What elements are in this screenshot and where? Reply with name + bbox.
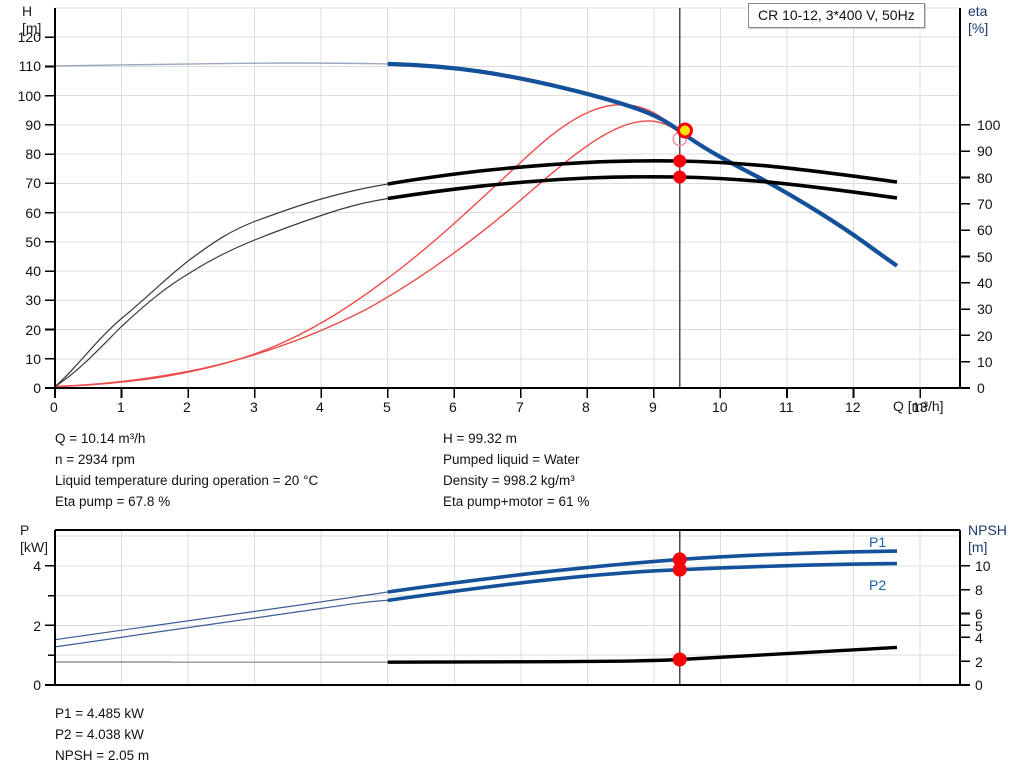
tick-h-100: 100 bbox=[17, 88, 41, 104]
tick-eta-30: 30 bbox=[977, 301, 993, 317]
info-eta-pump: Eta pump = 67.8 % bbox=[55, 494, 171, 509]
tick-h-50: 50 bbox=[25, 234, 41, 250]
npsh-duty-marker bbox=[672, 652, 687, 667]
tick-q-2: 2 bbox=[183, 399, 191, 415]
pump-model-box: CR 10-12, 3*400 V, 50Hz bbox=[748, 3, 925, 28]
bottom-right-axis-title: NPSH [m] bbox=[968, 522, 1007, 555]
tick-eta-100: 100 bbox=[977, 117, 1001, 133]
tick-q-6: 6 bbox=[449, 399, 457, 415]
p2-duty-marker bbox=[672, 562, 687, 577]
tick-q-7: 7 bbox=[516, 399, 524, 415]
tick-npsh-4: 4 bbox=[975, 630, 983, 646]
duty-point-marker bbox=[677, 122, 693, 139]
tick-npsh-8: 8 bbox=[975, 582, 983, 598]
tick-q-8: 8 bbox=[582, 399, 590, 415]
info-density: Density = 998.2 kg/m³ bbox=[443, 473, 575, 488]
tick-q-13: 13 bbox=[912, 399, 928, 415]
tick-h-40: 40 bbox=[25, 263, 41, 279]
tick-eta-0: 0 bbox=[977, 380, 985, 396]
tick-p-0: 0 bbox=[33, 677, 41, 693]
tick-q-5: 5 bbox=[383, 399, 391, 415]
info-h: H = 99.32 m bbox=[443, 431, 517, 446]
info-p1: P1 = 4.485 kW bbox=[55, 706, 144, 721]
tick-h-20: 20 bbox=[25, 322, 41, 338]
tick-q-12: 12 bbox=[845, 399, 861, 415]
tick-q-11: 11 bbox=[779, 399, 794, 415]
top-plot-background bbox=[55, 8, 960, 388]
top-x-axis-title: Q [m³/h] bbox=[893, 398, 944, 414]
info-p2: P2 = 4.038 kW bbox=[55, 727, 144, 742]
tick-h-0: 0 bbox=[33, 380, 41, 396]
tick-eta-60: 60 bbox=[977, 222, 993, 238]
top-left-ticks bbox=[45, 36, 55, 389]
tick-eta-10: 10 bbox=[977, 354, 993, 370]
bottom-plot-background bbox=[55, 530, 960, 685]
red-reference-curve bbox=[54, 103, 681, 388]
tick-h-80: 80 bbox=[25, 146, 41, 162]
info-liquid-temp: Liquid temperature during operation = 20… bbox=[55, 473, 319, 488]
eta-pump-motor-duty-marker bbox=[673, 170, 687, 184]
tick-eta-40: 40 bbox=[977, 275, 993, 291]
tick-h-60: 60 bbox=[25, 205, 41, 221]
tick-npsh-10: 10 bbox=[975, 558, 991, 574]
eta-pump-motor-curve-thin-segment bbox=[54, 197, 388, 388]
tick-h-120: 120 bbox=[17, 29, 41, 45]
tick-h-70: 70 bbox=[25, 175, 41, 191]
tick-q-9: 9 bbox=[649, 399, 657, 415]
bottom-right-ticks bbox=[960, 564, 970, 686]
p1-duty-marker bbox=[672, 552, 687, 567]
red-reference-curve-lower bbox=[54, 120, 681, 388]
tick-q-3: 3 bbox=[250, 399, 258, 415]
tick-p-4: 4 bbox=[33, 558, 41, 574]
top-left-axis-title: H [m] bbox=[22, 3, 42, 36]
tick-npsh-5: 5 bbox=[975, 618, 983, 634]
top-bottom-ticks bbox=[54, 388, 921, 398]
tick-h-110: 110 bbox=[18, 58, 41, 74]
info-npsh: NPSH = 2.05 m bbox=[55, 748, 150, 763]
top-right-ticks bbox=[960, 124, 970, 389]
eta-pump-curve-thin-segment bbox=[54, 183, 388, 387]
p2-curve-thin-segment bbox=[54, 599, 388, 648]
bottom-chart-svg bbox=[45, 529, 970, 686]
bottom-left-ticks bbox=[45, 564, 55, 686]
tick-npsh-6: 6 bbox=[975, 606, 983, 622]
eta-pump-curve-thick-segment bbox=[387, 159, 898, 186]
eta-pump-duty-marker bbox=[673, 154, 687, 168]
p2-curve-label: P2 bbox=[869, 577, 887, 593]
tick-q-1: 1 bbox=[117, 399, 125, 415]
tick-eta-90: 90 bbox=[977, 143, 993, 159]
tick-eta-80: 80 bbox=[977, 170, 993, 186]
eta-pump-motor-curve-thick-segment bbox=[387, 174, 898, 201]
tick-h-10: 10 bbox=[25, 351, 41, 367]
bottom-left-axis-title: P [kW] bbox=[20, 522, 48, 555]
info-q: Q = 10.14 m³/h bbox=[55, 431, 146, 446]
tick-eta-20: 20 bbox=[977, 328, 993, 344]
tick-h-90: 90 bbox=[25, 117, 41, 133]
top-grid-horizontal bbox=[55, 7, 960, 360]
info-n: n = 2934 rpm bbox=[55, 452, 135, 467]
p1-curve-thin-segment bbox=[54, 591, 388, 641]
head-curve-thin-segment bbox=[54, 62, 388, 67]
p1-curve-label: P1 bbox=[869, 534, 887, 550]
tick-npsh-2: 2 bbox=[975, 654, 983, 670]
tick-q-4: 4 bbox=[316, 399, 324, 415]
info-eta-pump-motor: Eta pump+motor = 61 % bbox=[443, 494, 590, 509]
tick-eta-70: 70 bbox=[977, 196, 993, 212]
info-pumped-liquid: Pumped liquid = Water bbox=[443, 452, 580, 467]
top-right-axis-title: eta [%] bbox=[968, 3, 989, 36]
tick-npsh-0: 0 bbox=[975, 677, 983, 693]
tick-q-0: 0 bbox=[50, 399, 58, 415]
tick-q-10: 10 bbox=[712, 399, 728, 415]
tick-p-2: 2 bbox=[33, 618, 41, 634]
top-chart-svg bbox=[45, 7, 970, 398]
tick-h-30: 30 bbox=[25, 292, 41, 308]
tick-eta-50: 50 bbox=[977, 249, 993, 265]
